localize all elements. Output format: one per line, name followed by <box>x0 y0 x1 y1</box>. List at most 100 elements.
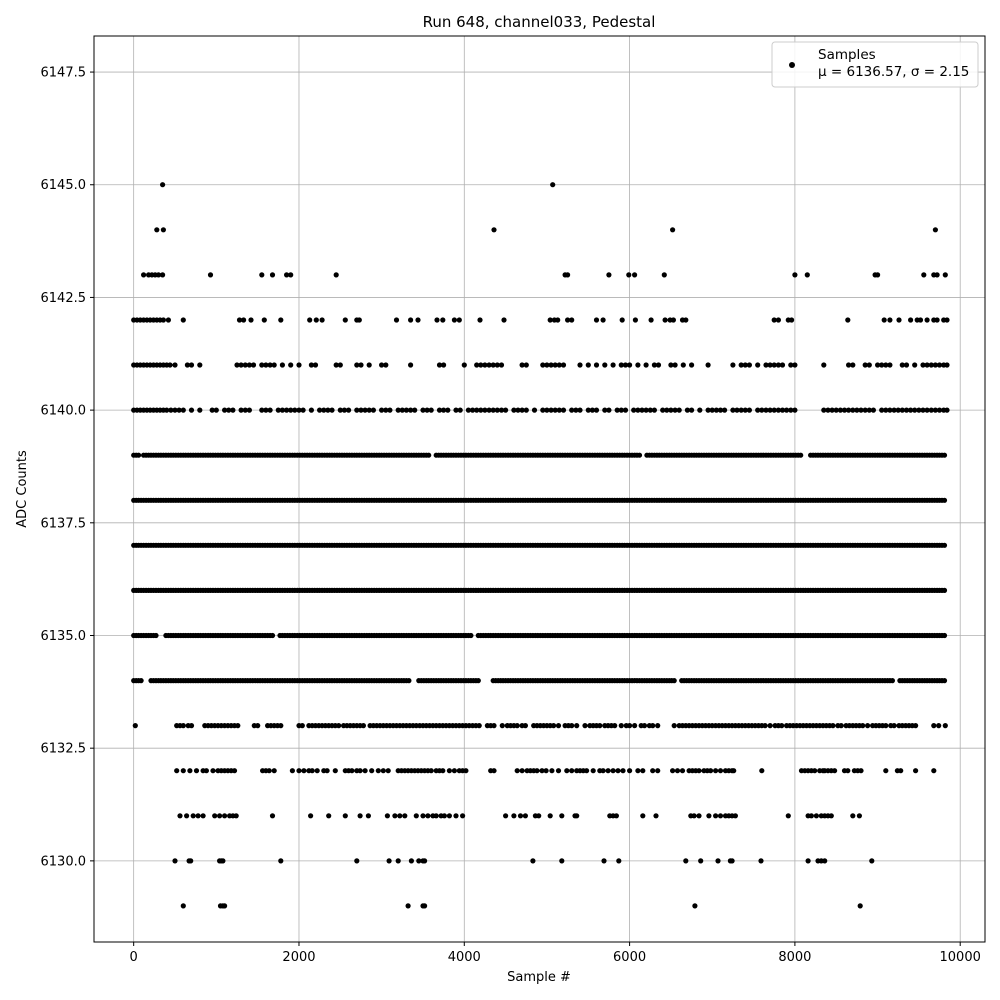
data-point <box>203 768 209 774</box>
data-point <box>420 407 426 413</box>
data-point <box>672 362 678 368</box>
data-point <box>833 407 839 413</box>
data-point <box>585 407 591 413</box>
data-point <box>180 317 186 323</box>
data-point <box>597 723 603 729</box>
data-point <box>643 407 649 413</box>
data-point <box>197 362 203 368</box>
data-point <box>366 407 372 413</box>
data-point <box>278 317 284 323</box>
data-point <box>141 272 147 278</box>
data-point <box>717 407 724 413</box>
data-point <box>846 362 852 368</box>
data-point <box>865 723 871 729</box>
data-point <box>584 768 590 774</box>
data-point <box>482 407 488 413</box>
data-point <box>188 362 195 368</box>
data-point <box>540 407 546 413</box>
data-point <box>573 407 579 413</box>
data-point <box>271 768 277 774</box>
data-point <box>655 768 661 774</box>
data-point <box>941 452 948 458</box>
data-point <box>670 317 677 323</box>
data-point <box>475 678 481 684</box>
data-point <box>941 587 948 594</box>
data-point <box>222 407 228 413</box>
data-point <box>755 407 761 413</box>
data-point <box>883 723 889 729</box>
data-point <box>226 407 232 413</box>
data-point <box>620 768 626 774</box>
data-point <box>920 362 926 368</box>
data-point <box>415 317 421 323</box>
data-point <box>560 362 567 368</box>
data-point <box>670 227 676 233</box>
data-point <box>691 813 697 819</box>
data-point <box>478 362 484 368</box>
data-point <box>259 272 265 278</box>
data-point <box>177 813 183 819</box>
data-point <box>779 723 785 729</box>
data-point <box>160 272 166 278</box>
data-point <box>375 768 381 774</box>
data-point <box>424 407 430 413</box>
data-point <box>829 407 835 413</box>
data-point <box>846 407 852 413</box>
data-point <box>582 723 588 729</box>
data-point <box>278 858 284 864</box>
data-point <box>850 407 856 413</box>
data-point <box>154 227 160 233</box>
data-point <box>763 362 769 368</box>
data-point <box>366 362 372 368</box>
data-point <box>461 362 467 368</box>
data-point <box>854 407 860 413</box>
y-tick-label: 6147.5 <box>41 66 87 81</box>
data-point <box>924 407 930 413</box>
data-point <box>612 723 618 729</box>
data-point <box>808 813 815 819</box>
data-point <box>490 407 496 413</box>
data-point <box>233 813 239 819</box>
data-point <box>755 362 761 368</box>
data-point <box>360 723 366 729</box>
data-point <box>207 272 214 278</box>
data-point <box>356 317 362 323</box>
data-point <box>369 768 375 774</box>
y-tick-label: 6145.0 <box>41 178 87 193</box>
y-tick-label: 6132.5 <box>41 742 87 757</box>
data-point <box>354 858 360 864</box>
data-point <box>655 362 662 368</box>
data-point <box>850 813 856 819</box>
data-point <box>875 272 881 278</box>
data-point <box>346 407 352 413</box>
data-point <box>341 407 347 413</box>
data-point <box>428 768 434 774</box>
data-point <box>913 723 919 729</box>
data-point <box>606 272 612 278</box>
data-point <box>632 317 639 323</box>
data-point <box>640 813 646 819</box>
data-point <box>470 407 476 413</box>
data-point <box>222 903 228 909</box>
data-point <box>412 407 418 413</box>
data-point <box>729 858 735 864</box>
data-point <box>213 407 219 413</box>
data-point <box>622 362 629 368</box>
data-point <box>342 317 348 323</box>
data-point <box>153 632 159 639</box>
data-point <box>548 362 554 368</box>
data-point <box>944 407 950 413</box>
data-point <box>379 362 385 368</box>
data-point <box>706 813 712 819</box>
data-point <box>395 407 401 413</box>
data-point <box>615 768 621 774</box>
data-point <box>519 362 525 368</box>
data-point <box>838 723 844 729</box>
data-point <box>426 452 432 458</box>
data-point <box>775 362 782 368</box>
data-point <box>676 407 682 413</box>
data-point <box>556 407 562 413</box>
data-point <box>569 723 575 729</box>
data-point <box>548 407 554 413</box>
data-point <box>408 858 414 864</box>
